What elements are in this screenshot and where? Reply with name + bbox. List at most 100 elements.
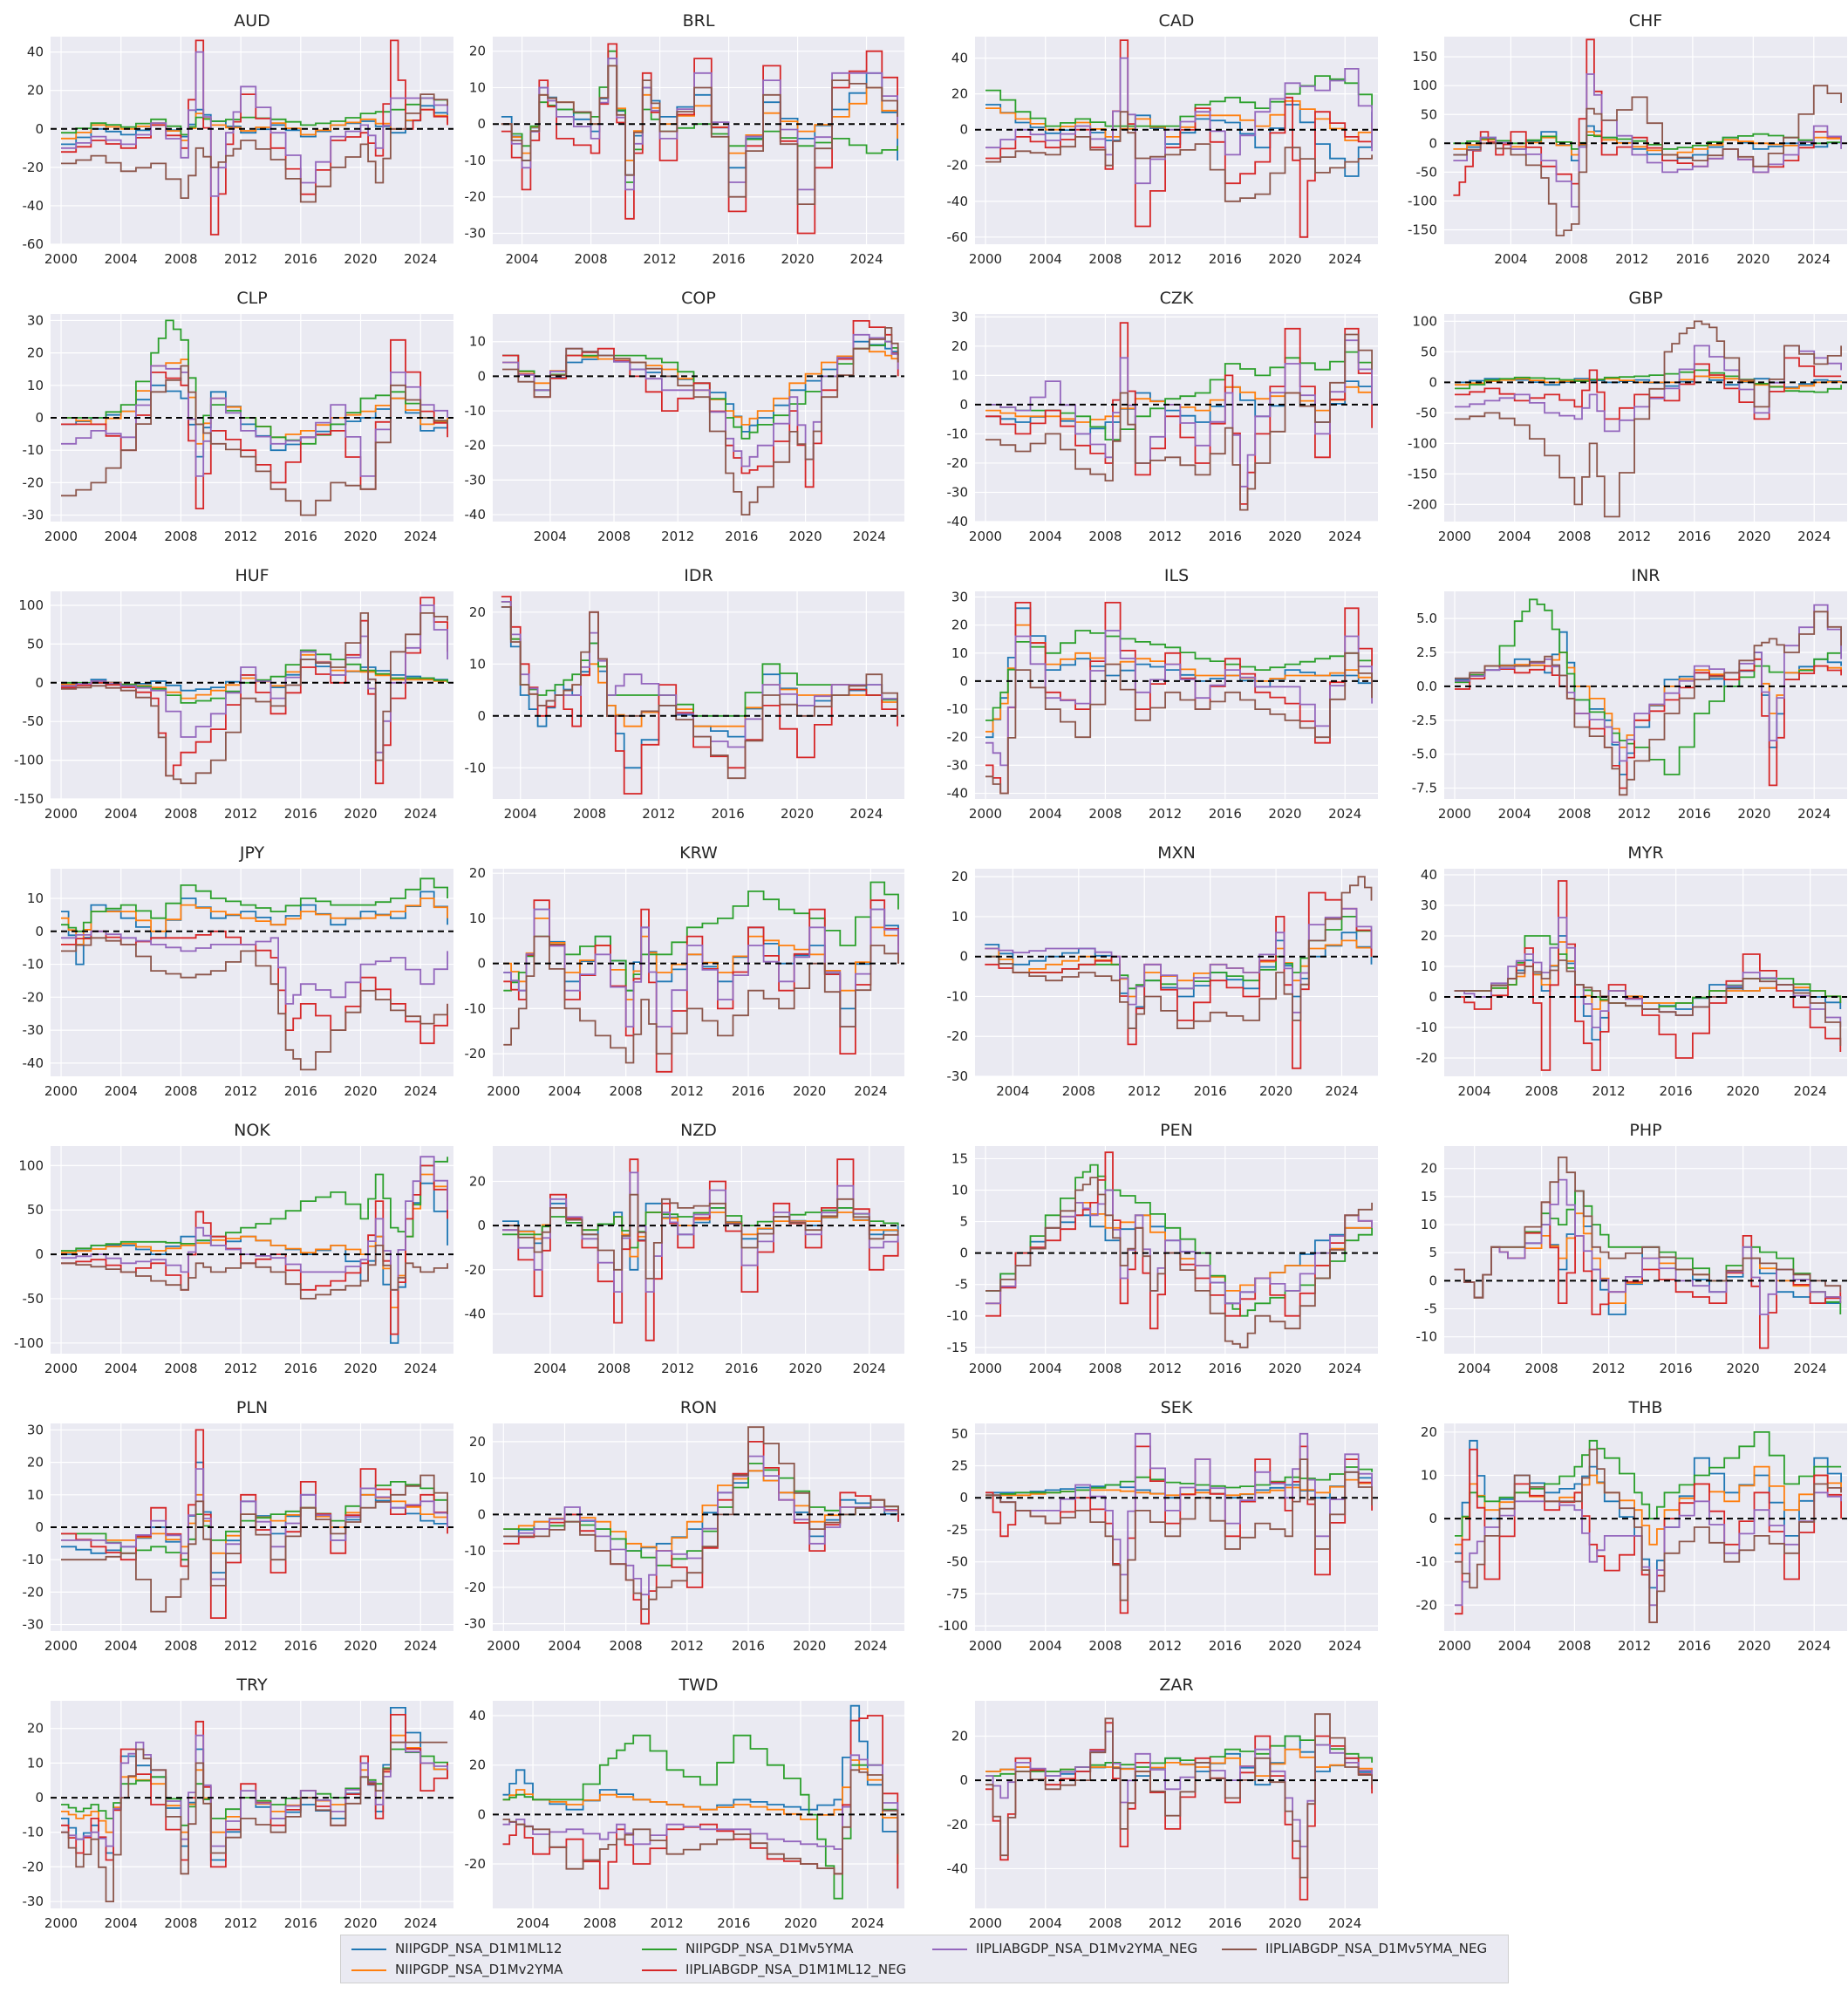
subplot-title: CAD	[1159, 11, 1195, 31]
y-tick-label: 0	[1429, 1511, 1437, 1526]
x-tick-label: 2020	[344, 1915, 377, 1931]
subplot-title: TWD	[678, 1676, 718, 1695]
y-tick-label: 0	[35, 675, 44, 691]
x-tick-label: 2016	[284, 251, 317, 267]
x-tick-label: 2004	[1458, 1361, 1491, 1376]
y-tick-label: -10	[23, 1552, 44, 1567]
series-line	[985, 652, 1373, 795]
series-line	[985, 111, 1373, 202]
subplot-title: HUF	[235, 566, 269, 585]
x-tick-label: 2016	[1209, 1361, 1242, 1376]
y-tick-label: 20	[469, 865, 486, 881]
x-tick-label: 2004	[996, 1083, 1029, 1099]
subplot-huf: -150 -100 -50 0 50 100 2000 2004 2008 2012 2016 202…	[14, 566, 453, 822]
x-tick-label: 2004	[534, 1361, 567, 1376]
x-tick-label: 2016	[1660, 1083, 1693, 1099]
y-tick-label: -10	[465, 1543, 487, 1559]
x-tick-label: 2016	[1209, 529, 1242, 544]
legend-label: NIIPGDP_NSA_D1Mv5YMA	[685, 1941, 854, 1956]
subplot-title: CLP	[236, 289, 267, 308]
x-tick-label: 2012	[1618, 529, 1651, 544]
x-tick-label: 2000	[1438, 1638, 1471, 1654]
x-tick-label: 2016	[717, 1915, 750, 1931]
subplot-clp: -30 -20 -10 0 10 20 30 2000 2004 2008 2012 2016 2020…	[23, 289, 453, 544]
x-tick-label: 2016	[1209, 251, 1242, 267]
subplot-title: INR	[1631, 566, 1660, 585]
plot-background	[975, 37, 1378, 244]
x-tick-label: 2024	[404, 1915, 437, 1931]
x-tick-label: 2008	[610, 1638, 643, 1654]
x-tick-label: 2020	[1727, 1361, 1760, 1376]
legend-swatch	[1222, 1948, 1257, 1950]
x-tick-label: 2024	[853, 529, 886, 544]
x-tick-label: 2024	[1328, 251, 1361, 267]
y-tick-label: -10	[947, 701, 969, 717]
x-tick-label: 2016	[284, 1083, 317, 1099]
y-tick-label: -10	[947, 426, 969, 441]
series-line	[1455, 1431, 1842, 1537]
series-line	[501, 596, 898, 795]
x-tick-label: 2016	[284, 806, 317, 822]
y-tick-label: 10	[469, 656, 486, 672]
y-tick-label: -30	[23, 508, 44, 523]
subplot-myr: -20 -10 0 10 20 30 40 2004 2008 2012 2016 2020 2024 M…	[1416, 843, 1847, 1099]
y-tick-label: 20	[1421, 1161, 1437, 1177]
subplot-chf: -150 -100 -50 0 50 100 150 2004 2008 2012 2016 2020…	[1408, 11, 1847, 267]
x-tick-label: 2024	[849, 806, 883, 822]
x-tick-label: 2020	[784, 1915, 817, 1931]
series-line	[501, 601, 898, 717]
x-tick-label: 2024	[1325, 1083, 1358, 1099]
series-line	[1453, 85, 1842, 236]
x-tick-label: 2000	[44, 251, 78, 267]
y-tick-label: 20	[469, 1434, 486, 1450]
y-tick-label: 15	[1421, 1189, 1437, 1205]
y-tick-label: -2.5	[1412, 713, 1437, 728]
legend-label: IIPLIABGDP_NSA_D1M1ML12_NEG	[685, 1962, 907, 1977]
x-tick-label: 2000	[44, 1638, 78, 1654]
y-tick-label: -30	[465, 225, 487, 241]
series-line	[985, 1177, 1373, 1348]
x-tick-label: 2016	[284, 529, 317, 544]
y-tick-label: -50	[1416, 405, 1438, 420]
x-tick-label: 2012	[650, 1915, 683, 1931]
y-tick-label: 10	[27, 1755, 44, 1771]
y-tick-label: 10	[951, 1182, 968, 1198]
y-tick-label: 5	[1429, 1245, 1437, 1260]
subplot-title: GBP	[1628, 289, 1662, 308]
x-tick-label: 2012	[643, 251, 676, 267]
x-tick-label: 2000	[969, 1361, 1002, 1376]
y-tick-label: -30	[947, 757, 969, 773]
subplot-mxn: -30 -20 -10 0 10 20 2004 2008 2012 2016 2020 2024 MX…	[947, 843, 1378, 1099]
x-tick-label: 2012	[224, 1638, 257, 1654]
series-line	[1454, 959, 1842, 1046]
series-line	[61, 93, 448, 203]
y-tick-label: -5	[955, 1277, 968, 1293]
subplot-czk: -40 -30 -20 -10 0 10 20 30 2000 2004 2008 2012 2016 2…	[947, 289, 1378, 544]
x-tick-label: 2008	[164, 1083, 197, 1099]
plot-background	[51, 591, 453, 799]
x-tick-label: 2016	[1678, 806, 1711, 822]
x-tick-label: 2024	[849, 251, 883, 267]
legend-item: NIIPGDP_NSA_D1Mv5YMA	[642, 1938, 853, 1959]
x-tick-label: 2016	[712, 806, 745, 822]
series-line	[985, 876, 1373, 1029]
y-tick-label: 20	[469, 44, 486, 59]
subplot-title: RON	[680, 1398, 717, 1417]
y-tick-label: 20	[951, 618, 968, 633]
subplot-title: NOK	[234, 1121, 270, 1140]
x-tick-label: 2016	[1678, 529, 1711, 544]
y-tick-label: 10	[27, 378, 44, 393]
legend-item: IIPLIABGDP_NSA_D1M1ML12_NEG	[642, 1959, 906, 1980]
x-tick-label: 2024	[1328, 1638, 1361, 1654]
subplot-title: ZAR	[1159, 1676, 1193, 1695]
subplot-krw: -20 -10 0 10 20 2000 2004 2008 2012 2016 2020 2024 K…	[465, 843, 904, 1099]
y-tick-label: -20	[947, 158, 969, 174]
y-tick-label: -20	[1416, 1597, 1438, 1613]
x-tick-label: 2016	[1209, 1638, 1242, 1654]
subplot-title: PEN	[1160, 1121, 1193, 1140]
x-tick-label: 2008	[573, 806, 606, 822]
legend-item: IIPLIABGDP_NSA_D1Mv5YMA_NEG	[1222, 1938, 1487, 1959]
subplot-twd: -20 0 20 40 2004 2008 2012 2016 2020 2024 TWD	[465, 1676, 904, 1931]
x-tick-label: 2020	[788, 529, 822, 544]
